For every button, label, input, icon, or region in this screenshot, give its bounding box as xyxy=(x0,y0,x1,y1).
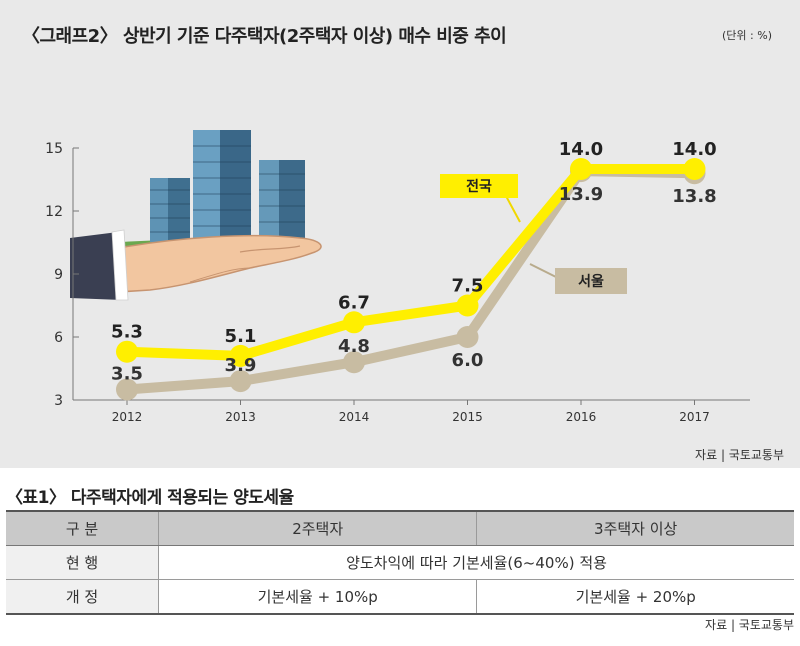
table-source: 자료 | 국토교통부 xyxy=(705,618,794,632)
data-point-national xyxy=(229,344,252,367)
legend-seoul-leader xyxy=(529,263,559,279)
legend-seoul-label: 서울 xyxy=(578,273,604,290)
header-two-homes: 2주택자 xyxy=(157,510,477,546)
header-category: 구 분 xyxy=(6,510,159,546)
x-tick-label: 2013 xyxy=(225,410,256,424)
y-tick-label: 9 xyxy=(54,267,63,283)
data-labels-seoul: 3.5 3.9 4.8 6.0 13.9 13.8 xyxy=(111,184,717,384)
row-label-current: 현 행 xyxy=(6,545,159,580)
row-label-revised: 개 정 xyxy=(6,579,159,615)
data-labels-national: 5.3 5.1 6.7 7.5 14.0 14.0 xyxy=(111,139,717,347)
series-national xyxy=(116,158,706,367)
y-tick-label: 15 xyxy=(45,141,63,157)
data-label-national: 6.7 xyxy=(338,292,370,313)
data-point-seoul xyxy=(456,326,479,348)
table-row-revised: 개 정 기본세율 + 10%p 기본세율 + 20%p xyxy=(6,579,794,615)
legend-national-swatch xyxy=(440,174,518,198)
data-point-national xyxy=(343,311,365,334)
data-label-seoul: 4.8 xyxy=(338,336,370,357)
y-tick-label: 12 xyxy=(45,204,63,220)
x-axis-ticks: 2012 2013 2014 2015 2016 2017 xyxy=(112,400,710,424)
data-point-seoul xyxy=(343,351,365,374)
cell-revised-three-plus: 기본세율 + 20%p xyxy=(476,579,794,615)
chart-source: 자료 | 국토교통부 xyxy=(695,448,784,462)
data-point-national xyxy=(683,158,706,180)
y-tick-label: 3 xyxy=(54,393,63,409)
data-label-seoul: 13.9 xyxy=(559,184,603,205)
data-label-national: 5.1 xyxy=(225,326,257,347)
header-three-plus-homes: 3주택자 이상 xyxy=(476,510,794,546)
data-point-seoul xyxy=(229,370,252,393)
data-label-seoul: 3.9 xyxy=(225,355,257,376)
series-line-national xyxy=(122,164,700,361)
data-label-national: 14.0 xyxy=(672,139,716,160)
x-tick-label: 2017 xyxy=(679,410,710,424)
y-tick-label: 6 xyxy=(54,330,63,346)
chart-title: 〈그래프2〉 상반기 기준 다주택자(2주택자 이상) 매수 비중 추이 xyxy=(22,26,507,47)
cell-revised-two-homes: 기본세율 + 10%p xyxy=(157,579,477,615)
data-point-national xyxy=(456,294,479,317)
data-point-national xyxy=(116,340,138,363)
data-label-national: 14.0 xyxy=(559,139,603,160)
data-label-seoul: 3.5 xyxy=(111,364,143,385)
data-label-national: 5.3 xyxy=(111,322,143,343)
legend-national: 전국 xyxy=(440,174,521,223)
data-point-seoul xyxy=(116,378,138,401)
legend-seoul-swatch xyxy=(555,268,627,294)
x-tick-label: 2015 xyxy=(452,410,483,424)
data-label-national: 7.5 xyxy=(452,276,484,297)
cell-current-rate: 양도차익에 따라 기본세율(6~40%) 적용 xyxy=(158,545,794,580)
table-header-row: 구 분 2주택자 3주택자 이상 xyxy=(6,510,794,546)
legend-seoul: 서울 xyxy=(529,263,627,294)
line-chart: 3 6 9 12 15 2012 2013 2014 2015 2016 2017 5.3 5.1 6… xyxy=(45,130,750,424)
hand-buildings-illustration xyxy=(70,130,322,301)
tax-rate-table: 구 분 2주택자 3주택자 이상 현 행 양도차익에 따라 기본세율(6~40%… xyxy=(6,510,794,615)
data-label-seoul: 13.8 xyxy=(672,186,716,207)
chart-unit: (단위 : %) xyxy=(722,29,772,42)
chart-panel: 〈그래프2〉 상반기 기준 다주택자(2주택자 이상) 매수 비중 추이 (단위… xyxy=(0,0,800,468)
x-tick-label: 2014 xyxy=(339,410,370,424)
x-tick-label: 2012 xyxy=(112,410,143,424)
x-tick-label: 2016 xyxy=(566,410,597,424)
table-row-current: 현 행 양도차익에 따라 기본세율(6~40%) 적용 xyxy=(6,545,794,580)
data-label-seoul: 6.0 xyxy=(452,350,484,371)
y-axis-ticks: 3 6 9 12 15 xyxy=(45,141,79,409)
table-title: 〈표1〉 다주택자에게 적용되는 양도세율 xyxy=(6,488,294,508)
legend-national-leader xyxy=(505,195,521,223)
legend-national-label: 전국 xyxy=(466,178,492,195)
data-point-national xyxy=(570,158,592,180)
